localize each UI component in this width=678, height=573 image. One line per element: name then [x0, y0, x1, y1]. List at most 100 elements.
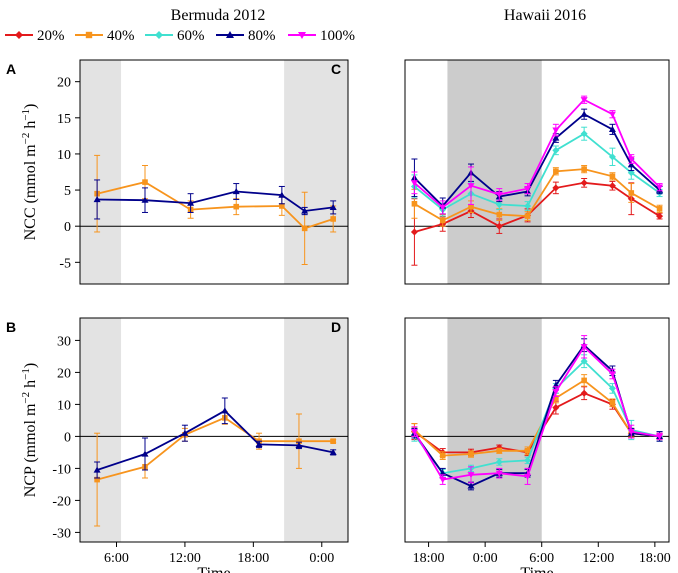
data-point: [524, 213, 531, 219]
data-point: [656, 433, 664, 440]
data-point: [608, 153, 616, 161]
legend-label: 40%: [107, 28, 135, 44]
y-tick-label: -10: [52, 462, 71, 477]
data-point: [628, 190, 635, 196]
data-point: [580, 97, 588, 104]
series-line: [413, 132, 661, 211]
series-100pct: [410, 95, 664, 215]
x-tick-label: 18:00: [639, 551, 671, 566]
data-point: [330, 216, 336, 222]
data-point: [410, 428, 418, 436]
panel-frame: [79, 59, 349, 285]
y-tick-label: 20: [57, 76, 71, 91]
data-point: [524, 473, 532, 480]
series-line: [413, 168, 661, 222]
data-point: [233, 203, 240, 210]
data-point: [524, 448, 531, 454]
y-tick-label: 15: [57, 112, 71, 127]
data-point: [468, 203, 474, 210]
data-point: [552, 184, 560, 192]
panel-letter: A: [6, 61, 16, 77]
x-axis-title: Time: [197, 565, 230, 573]
data-point: [552, 381, 560, 388]
x-tick-label: 6:00: [529, 551, 554, 566]
series-line: [413, 98, 661, 209]
data-point: [580, 389, 588, 397]
legend-marker: [298, 32, 306, 39]
y-tick-label: 10: [57, 398, 71, 413]
panel-letter: C: [331, 61, 341, 77]
x-tick-label: 0:00: [473, 551, 498, 566]
data-point: [93, 195, 101, 203]
data-point: [439, 476, 447, 484]
data-point: [467, 482, 475, 489]
data-point: [495, 222, 503, 230]
legend-label: 60%: [177, 28, 205, 44]
shaded-region: [447, 60, 542, 284]
shaded-region: [80, 318, 122, 542]
column-title-hawaii: Hawaii 2016: [504, 7, 586, 24]
panels: -5 0 5 10 15 20 NCC (mmol m−2 h−1) A -30 -20 -10 0 1…: [6, 59, 671, 573]
data-point: [580, 110, 588, 117]
legend-item-60pct: 60%: [145, 28, 205, 44]
legend-marker: [155, 31, 163, 39]
panel-letter: B: [6, 319, 16, 335]
data-point: [580, 344, 588, 351]
data-point: [608, 371, 616, 378]
data-point: [232, 188, 240, 195]
data-point: [439, 469, 447, 476]
data-point: [301, 225, 308, 232]
x-tick-label: 18:00: [413, 551, 445, 566]
data-point: [467, 183, 475, 190]
data-point: [278, 191, 286, 198]
data-point: [608, 111, 616, 118]
data-point: [580, 130, 588, 138]
series-line: [413, 113, 661, 208]
data-point: [141, 450, 149, 457]
data-point: [410, 228, 418, 236]
data-point: [495, 191, 503, 198]
y-tick-label: 0: [64, 220, 71, 235]
data-point: [495, 470, 503, 477]
data-point: [656, 212, 664, 220]
shaded-region: [284, 318, 348, 542]
data-point: [329, 448, 337, 456]
series-80pct: [93, 179, 337, 220]
legend: 20% 40% 60% 80% 100%: [5, 28, 355, 44]
shaded-region: [447, 318, 542, 542]
x-tick-label: 0:00: [309, 551, 334, 566]
data-point: [627, 156, 635, 163]
column-title-bermuda: Bermuda 2012: [171, 7, 266, 24]
data-point: [656, 206, 663, 212]
legend-marker: [226, 31, 234, 38]
y-axis-title: NCP (mmol m−2 h−1): [20, 363, 39, 497]
data-point: [187, 199, 195, 206]
y-tick-label: 10: [57, 148, 71, 163]
data-point: [580, 357, 588, 365]
data-point: [656, 184, 664, 191]
data-point: [93, 466, 101, 473]
y-tick-label: 0: [64, 430, 71, 445]
data-point: [467, 472, 475, 479]
data-point: [608, 182, 616, 190]
data-point: [495, 458, 503, 466]
data-point: [581, 377, 587, 384]
data-point: [468, 451, 474, 457]
panel-frame: [404, 317, 670, 543]
panel-frame: [404, 59, 670, 285]
x-tick-label: 12:00: [582, 551, 614, 566]
data-point: [609, 173, 616, 180]
panel-letter: D: [331, 319, 341, 335]
data-point: [552, 404, 560, 412]
y-tick-label: 5: [64, 184, 71, 199]
legend-marker: [15, 31, 23, 39]
data-point: [301, 207, 309, 214]
panel-C: C: [331, 59, 670, 285]
data-point: [221, 407, 229, 414]
data-point: [581, 166, 587, 172]
legend-label: 20%: [37, 28, 65, 44]
panel-B: -30 -20 -10 0 10 20 30 6:00 12:00 18:00 0:00 Time NC…: [6, 317, 349, 573]
data-point: [552, 146, 560, 154]
data-point: [552, 134, 560, 141]
